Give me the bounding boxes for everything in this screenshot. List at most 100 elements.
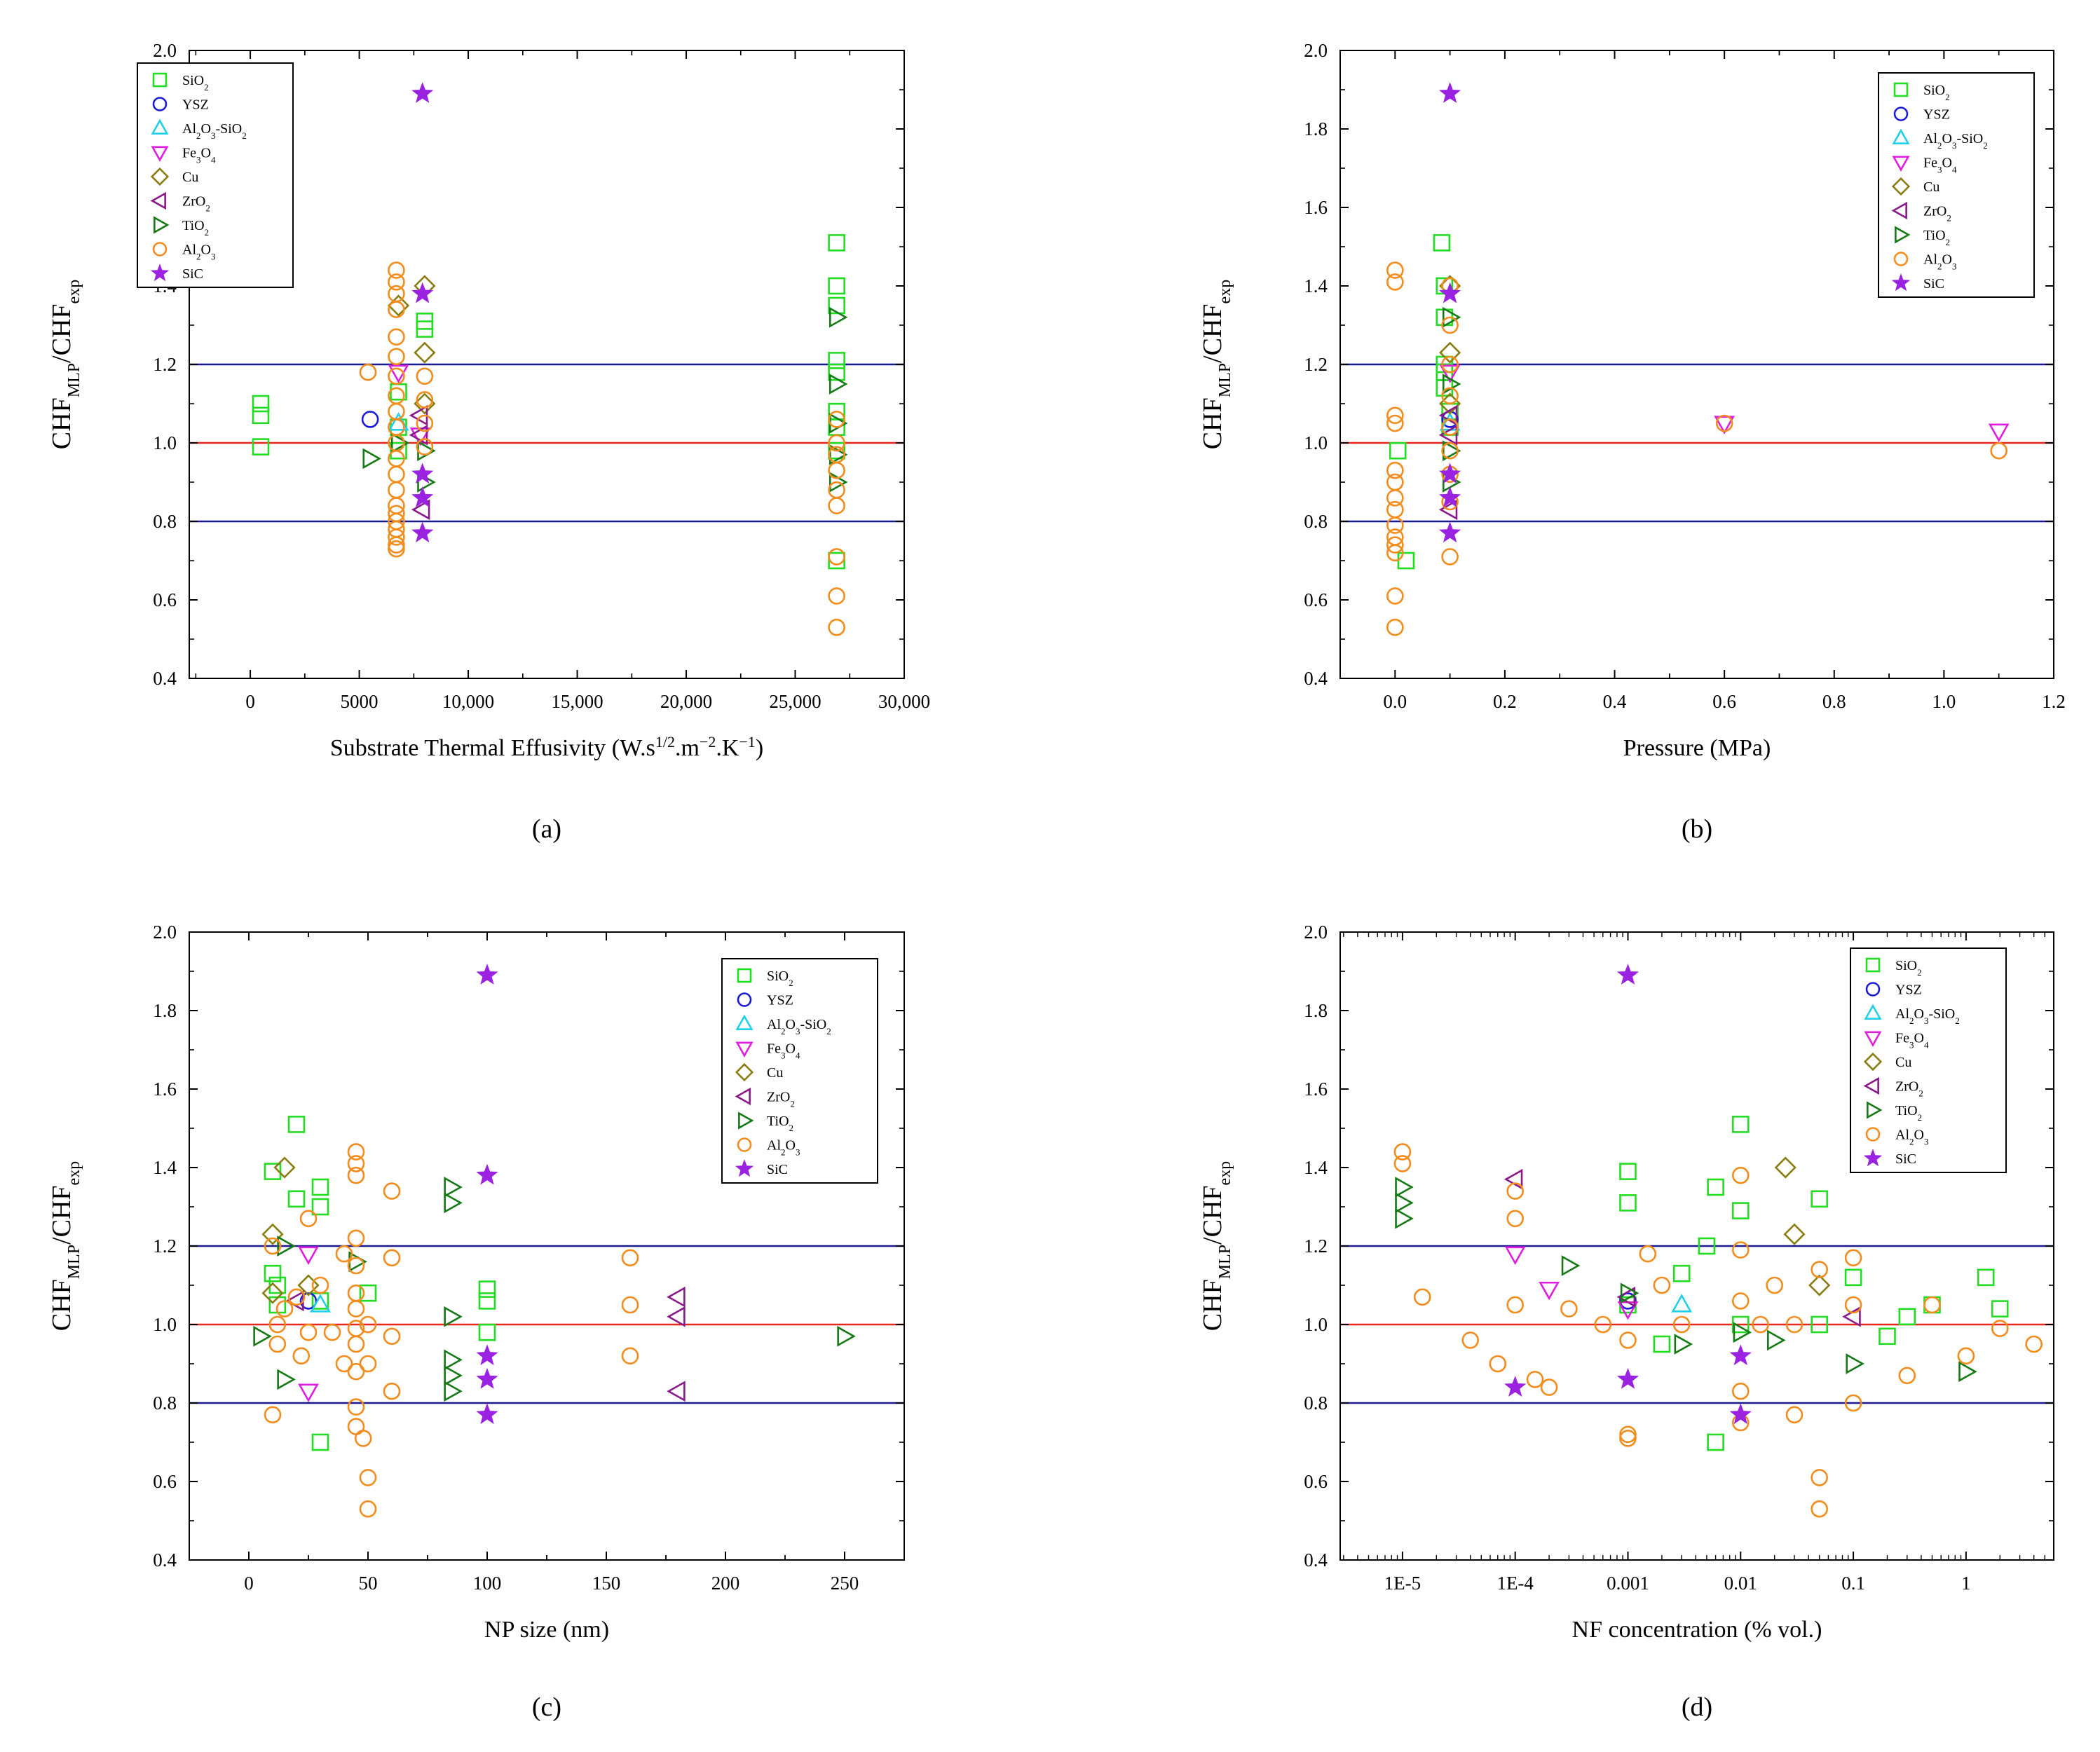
y-tick-label: 1.2 xyxy=(153,354,177,375)
series-TiO2 xyxy=(253,1177,856,1402)
data-point xyxy=(297,1274,320,1296)
data-point xyxy=(1731,1292,1750,1310)
data-point xyxy=(1438,486,1461,507)
data-points xyxy=(252,82,848,636)
data-point xyxy=(1766,1276,1783,1294)
y-tick-label: 2.0 xyxy=(1304,922,1328,943)
x-tick-label: 20,000 xyxy=(660,691,712,712)
series-YSZ xyxy=(299,1292,318,1310)
legend-marker xyxy=(1865,957,1881,973)
data-point xyxy=(1898,1367,1916,1385)
data-point xyxy=(347,1155,365,1172)
data-point xyxy=(828,363,845,381)
data-point xyxy=(411,463,434,484)
y-tick-label: 1.8 xyxy=(1304,118,1328,139)
legend: SiO2 YSZ Al2O3-SiO2 Fe3O4 Cu ZrO2 TiO2 Al2O3 SiC xyxy=(137,62,294,288)
legend-marker xyxy=(735,1087,751,1106)
data-point xyxy=(1715,414,1733,432)
data-point xyxy=(388,528,405,546)
legend-marker xyxy=(1863,1149,1883,1167)
data-point xyxy=(1506,1182,1524,1200)
y-tick-label: 0.4 xyxy=(1304,668,1328,689)
series-Al2O3 xyxy=(264,1143,639,1518)
data-point xyxy=(311,1276,329,1294)
data-point xyxy=(361,411,379,428)
y-tick-label: 1.2 xyxy=(1304,354,1328,375)
series-ZrO2 xyxy=(1504,1168,1861,1327)
x-axis-title: NP size (nm) xyxy=(484,1617,609,1643)
data-point xyxy=(1442,306,1461,328)
data-point xyxy=(411,486,434,507)
legend-marker xyxy=(1891,273,1911,292)
data-point xyxy=(1386,516,1404,534)
data-point xyxy=(416,438,434,456)
legend-label: TiO2 xyxy=(1895,1103,1922,1123)
data-point xyxy=(414,392,436,415)
y-tick-label: 0.6 xyxy=(153,589,177,610)
data-point xyxy=(299,1323,318,1341)
data-point xyxy=(292,1347,311,1365)
data-point xyxy=(667,1306,686,1327)
data-point xyxy=(1386,587,1404,605)
data-point xyxy=(1731,1116,1750,1133)
data-point xyxy=(275,1300,294,1318)
data-point xyxy=(1733,1322,1752,1343)
legend-label: SiO2 xyxy=(767,969,793,988)
data-point xyxy=(828,352,845,369)
legend-label: ZrO2 xyxy=(767,1090,795,1109)
series-Al2O3 xyxy=(1393,1143,2043,1518)
data-point xyxy=(411,521,434,543)
data-point xyxy=(261,1223,284,1245)
x-tick-label: 50 xyxy=(359,1573,378,1594)
data-point xyxy=(828,296,845,315)
data-point xyxy=(1674,1334,1693,1355)
legend-marker xyxy=(735,1062,754,1082)
data-point xyxy=(359,1500,377,1518)
y-tick-label: 1.2 xyxy=(153,1236,177,1257)
data-point xyxy=(1752,1315,1769,1334)
legend-label: Fe3O4 xyxy=(767,1041,800,1061)
data-point xyxy=(1438,499,1458,521)
data-point xyxy=(1620,1282,1639,1304)
legend-box xyxy=(1850,947,2007,1173)
series-SiO2 xyxy=(1619,1116,2009,1451)
data-point xyxy=(1438,82,1461,103)
legend-label: Al2O3-SiO2 xyxy=(767,1017,831,1036)
data-point xyxy=(359,363,377,381)
data-point xyxy=(273,1156,296,1179)
data-point xyxy=(621,1249,639,1267)
legend-marker xyxy=(1864,1031,1882,1047)
legend-marker xyxy=(152,97,168,111)
y-tick-label: 2.0 xyxy=(153,922,177,943)
data-point xyxy=(828,411,845,428)
legend-marker xyxy=(152,72,168,88)
panel-label: (b) xyxy=(1682,814,1712,844)
data-point xyxy=(388,536,405,554)
legend-label: SiC xyxy=(1923,276,1944,292)
data-point xyxy=(1441,355,1459,374)
data-point xyxy=(1619,1194,1637,1212)
legend-marker xyxy=(151,118,169,135)
series-SiO2 xyxy=(252,234,845,570)
data-point xyxy=(1616,1367,1639,1389)
data-point xyxy=(1616,1286,1636,1308)
legend-label: YSZ xyxy=(767,993,793,1008)
data-point xyxy=(335,1245,353,1263)
x-tick-label: 0.001 xyxy=(1607,1573,1649,1594)
data-point xyxy=(1397,552,1415,570)
data-point xyxy=(411,82,434,103)
series-Al2O3-SiO2 xyxy=(310,1294,331,1313)
data-point xyxy=(1441,418,1459,436)
y-tick-label: 1.4 xyxy=(1304,1157,1328,1178)
data-point xyxy=(311,1198,329,1216)
legend-label: Al2O3-SiO2 xyxy=(182,121,247,141)
data-point xyxy=(1386,536,1404,554)
x-tick-label: 25,000 xyxy=(769,691,821,712)
data-point xyxy=(1653,1276,1671,1294)
legend-label: Al2O3-SiO2 xyxy=(1923,131,1988,151)
x-tick-label: 1.0 xyxy=(1932,691,1956,712)
series-SiC xyxy=(476,964,498,1425)
data-point xyxy=(1811,1315,1828,1334)
data-point xyxy=(1729,1344,1752,1366)
data-point xyxy=(388,273,405,291)
